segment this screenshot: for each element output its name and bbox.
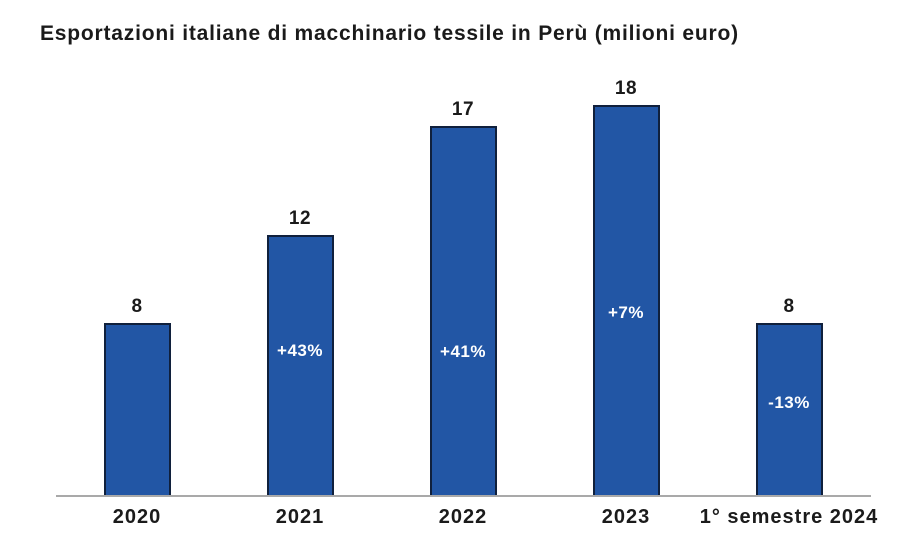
bar-pct-label-semestre-2024: -13% bbox=[768, 393, 810, 413]
x-axis-label-2020: 2020 bbox=[112, 506, 162, 528]
x-axis-label-2021: 2021 bbox=[275, 506, 325, 528]
x-axis-line bbox=[56, 495, 871, 497]
bar-semestre-2024: -13% bbox=[755, 323, 823, 497]
bar-group-2022: 17 +41% bbox=[429, 99, 497, 497]
bar-group-2021: 12 +43% bbox=[266, 208, 334, 497]
bar-pct-label-2021: +43% bbox=[277, 340, 323, 360]
bar-2021: +43% bbox=[266, 235, 334, 497]
bar-group-2023: 18 +7% bbox=[592, 78, 660, 497]
bar-2022: +41% bbox=[429, 126, 497, 497]
bar-value-label-semestre-2024: 8 bbox=[783, 296, 795, 317]
bar-value-label-2020: 8 bbox=[131, 296, 143, 317]
x-axis-label-semestre-2024: 1° semestre 2024 bbox=[699, 506, 879, 528]
bar-value-label-2021: 12 bbox=[288, 208, 312, 229]
x-axis-label-2022: 2022 bbox=[438, 506, 488, 528]
x-axis-label-2023: 2023 bbox=[601, 506, 651, 528]
bar-value-label-2023: 18 bbox=[614, 78, 638, 99]
bar-value-label-2022: 17 bbox=[451, 99, 475, 120]
bar-2023: +7% bbox=[592, 105, 660, 497]
chart-title: Esportazioni italiane di macchinario tes… bbox=[40, 22, 739, 45]
bar-2020 bbox=[103, 323, 171, 497]
bar-group-semestre-2024: 8 -13% bbox=[755, 296, 823, 497]
bar-pct-label-2023: +7% bbox=[608, 302, 644, 322]
bar-pct-label-2022: +41% bbox=[440, 341, 486, 361]
bar-group-2020: 8 bbox=[103, 296, 171, 497]
